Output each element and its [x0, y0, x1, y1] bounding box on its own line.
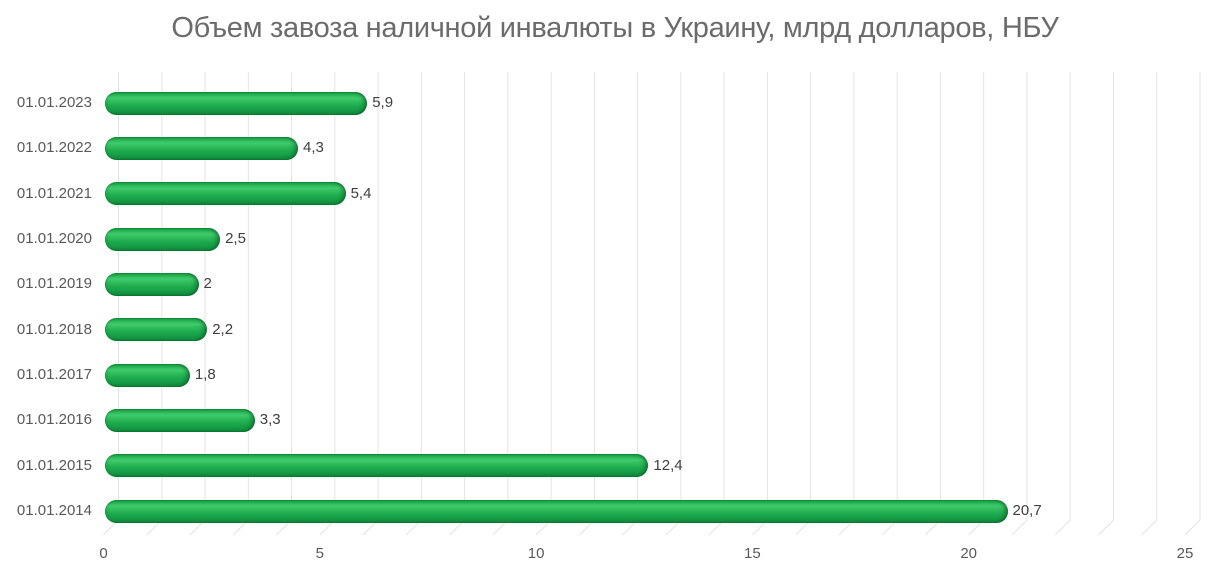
- gridline: [795, 72, 812, 536]
- data-label: 5,9: [372, 94, 394, 111]
- bar: [105, 91, 368, 115]
- gridline: [1141, 72, 1158, 536]
- x-tick-label: 0: [99, 545, 108, 562]
- x-tick-label: 25: [1176, 545, 1194, 562]
- category-label: 01.01.2016: [16, 411, 92, 429]
- x-tick-label: 5: [315, 545, 324, 562]
- category-label: 01.01.2015: [16, 456, 92, 474]
- gridline: [925, 72, 941, 536]
- data-label: 3,3: [259, 411, 281, 429]
- data-label: 20,7: [1012, 502, 1042, 519]
- chart-title: Объем завоза наличной инвалюты в Украину…: [171, 12, 1059, 44]
- gridline: [1184, 72, 1201, 536]
- bar: [105, 136, 298, 160]
- bar: [105, 272, 199, 296]
- gridline: [708, 72, 725, 536]
- bar: [105, 454, 649, 478]
- data-label: 2: [203, 275, 212, 293]
- category-label: 01.01.2022: [16, 139, 92, 157]
- gridline: [1011, 72, 1028, 536]
- data-label: 4,3: [303, 139, 324, 157]
- gridline: [752, 72, 768, 536]
- data-label: 5,4: [350, 184, 372, 202]
- data-label: 12,4: [653, 456, 683, 474]
- data-label: 1,8: [194, 366, 216, 383]
- gridline: [1054, 72, 1071, 536]
- data-label: 2,2: [212, 320, 234, 338]
- bar: [105, 499, 1008, 523]
- category-label: 01.01.2014: [16, 502, 92, 519]
- bar: [105, 227, 221, 251]
- category-label: 01.01.2021: [16, 184, 92, 202]
- category-label: 01.01.2018: [16, 320, 92, 338]
- x-tick-label: 20: [960, 545, 978, 562]
- x-tick-label: 10: [527, 545, 545, 562]
- category-label: 01.01.2020: [16, 230, 92, 247]
- gridline: [968, 72, 985, 536]
- bar: [105, 182, 346, 206]
- data-label: 2,5: [225, 230, 246, 247]
- bar: [105, 363, 190, 387]
- category-label: 01.01.2019: [16, 275, 92, 293]
- gridline: [838, 72, 855, 536]
- category-label: 01.01.2017: [16, 366, 92, 383]
- category-label: 01.01.2023: [16, 94, 92, 111]
- bar: [105, 318, 208, 342]
- bar: [105, 408, 255, 432]
- gridline: [881, 72, 898, 536]
- x-tick-label: 15: [744, 545, 761, 562]
- gridline: [1098, 72, 1114, 536]
